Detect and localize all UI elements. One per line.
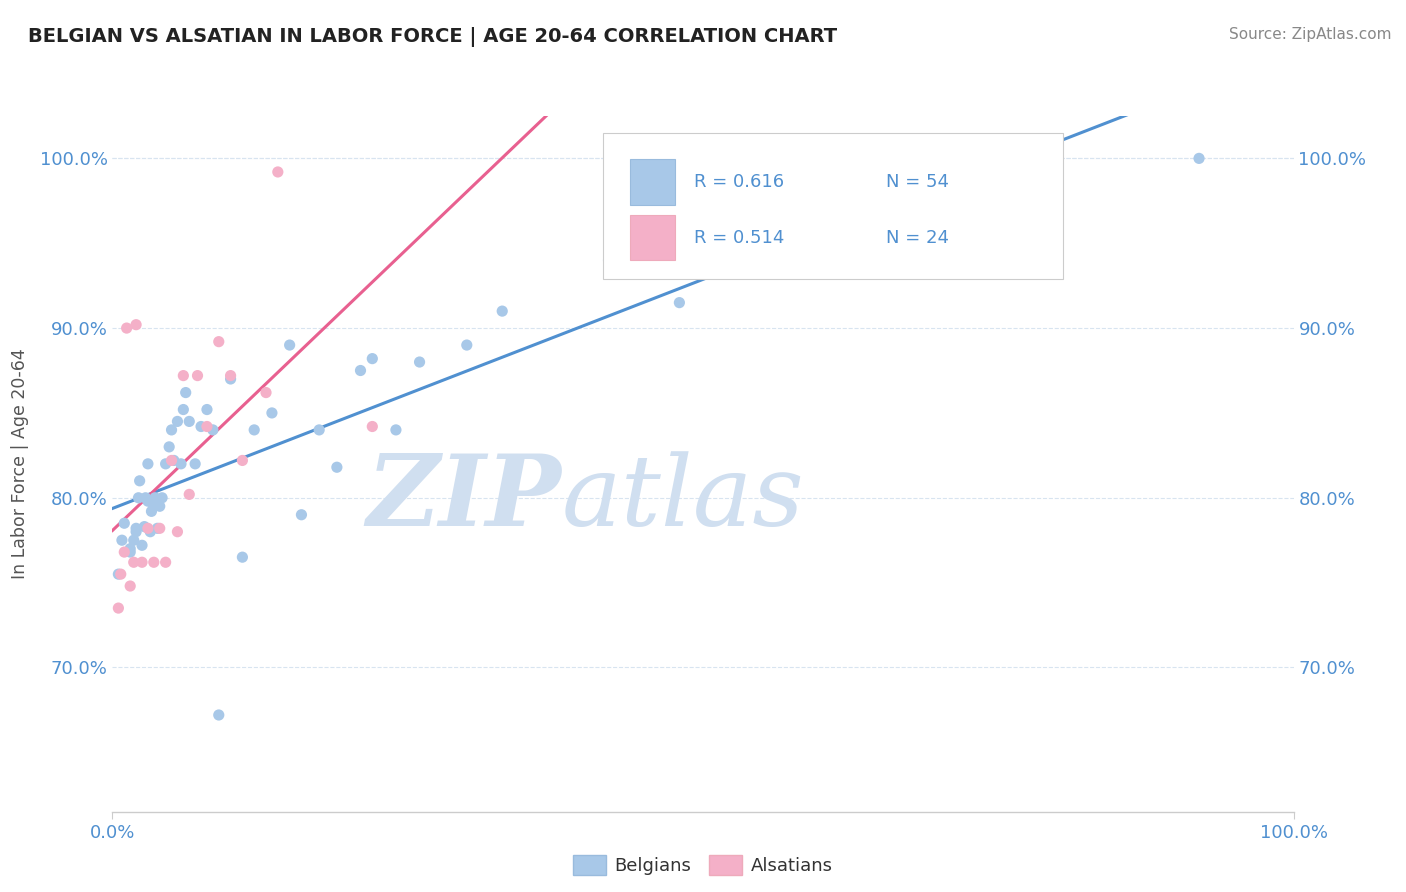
Point — [125, 318, 148, 332]
Point — [149, 500, 172, 514]
Point — [810, 219, 832, 234]
Point — [141, 504, 163, 518]
Point — [142, 555, 165, 569]
Point — [135, 491, 157, 505]
Point — [267, 165, 290, 179]
Point — [136, 494, 159, 508]
Point — [160, 453, 183, 467]
Point — [160, 423, 183, 437]
Point — [243, 423, 266, 437]
Legend: Belgians, Alsatians: Belgians, Alsatians — [565, 847, 841, 883]
Point — [131, 538, 153, 552]
Point — [385, 423, 408, 437]
Point — [190, 419, 212, 434]
Point — [254, 385, 277, 400]
Point — [208, 708, 231, 723]
Point — [110, 567, 132, 582]
Point — [278, 338, 301, 352]
Text: R = 0.514: R = 0.514 — [693, 228, 785, 247]
Point — [166, 414, 188, 428]
Point — [155, 457, 177, 471]
Point — [149, 521, 172, 535]
Point — [179, 487, 201, 501]
Point — [260, 406, 283, 420]
Point — [361, 351, 384, 366]
FancyBboxPatch shape — [630, 160, 675, 204]
Point — [172, 368, 194, 383]
Point — [598, 253, 620, 268]
Point — [174, 385, 197, 400]
Point — [456, 338, 478, 352]
Point — [128, 474, 150, 488]
Point — [668, 295, 690, 310]
Point — [125, 521, 148, 535]
Point — [491, 304, 513, 318]
Point — [131, 555, 153, 569]
Point — [136, 521, 159, 535]
Point — [219, 368, 242, 383]
Point — [163, 453, 186, 467]
Point — [107, 601, 129, 615]
FancyBboxPatch shape — [630, 215, 675, 260]
Point — [1188, 152, 1211, 166]
Point — [349, 363, 371, 377]
Point — [127, 491, 149, 505]
Point — [122, 533, 145, 548]
Point — [166, 524, 188, 539]
Point — [290, 508, 312, 522]
Point — [231, 453, 253, 467]
Point — [231, 550, 253, 565]
Point — [139, 524, 162, 539]
Point — [146, 521, 169, 535]
Point — [107, 567, 129, 582]
Text: R = 0.616: R = 0.616 — [693, 173, 783, 191]
Point — [125, 524, 148, 539]
Point — [408, 355, 430, 369]
Point — [170, 457, 193, 471]
Point — [361, 419, 384, 434]
Text: atlas: atlas — [561, 451, 804, 546]
Point — [201, 423, 224, 437]
Y-axis label: In Labor Force | Age 20-64: In Labor Force | Age 20-64 — [10, 349, 28, 579]
Point — [111, 533, 134, 548]
Text: Source: ZipAtlas.com: Source: ZipAtlas.com — [1229, 27, 1392, 42]
Point — [136, 457, 159, 471]
Point — [143, 491, 166, 505]
Point — [120, 579, 142, 593]
Text: BELGIAN VS ALSATIAN IN LABOR FORCE | AGE 20-64 CORRELATION CHART: BELGIAN VS ALSATIAN IN LABOR FORCE | AGE… — [28, 27, 837, 46]
Point — [208, 334, 231, 349]
Point — [120, 545, 142, 559]
Point — [155, 555, 177, 569]
Point — [115, 321, 138, 335]
Point — [184, 457, 207, 471]
Point — [308, 423, 330, 437]
FancyBboxPatch shape — [603, 133, 1063, 279]
Point — [150, 491, 173, 505]
Point — [120, 541, 142, 556]
Point — [219, 372, 242, 386]
Point — [172, 402, 194, 417]
Point — [195, 419, 218, 434]
Point — [112, 545, 135, 559]
Text: ZIP: ZIP — [367, 450, 561, 547]
Text: N = 54: N = 54 — [886, 173, 949, 191]
Point — [112, 516, 135, 531]
Point — [195, 402, 218, 417]
Point — [326, 460, 349, 475]
Point — [186, 368, 208, 383]
Point — [122, 555, 145, 569]
Point — [134, 519, 156, 533]
Point — [142, 500, 165, 514]
Text: N = 24: N = 24 — [886, 228, 949, 247]
Point — [179, 414, 201, 428]
Point — [157, 440, 180, 454]
